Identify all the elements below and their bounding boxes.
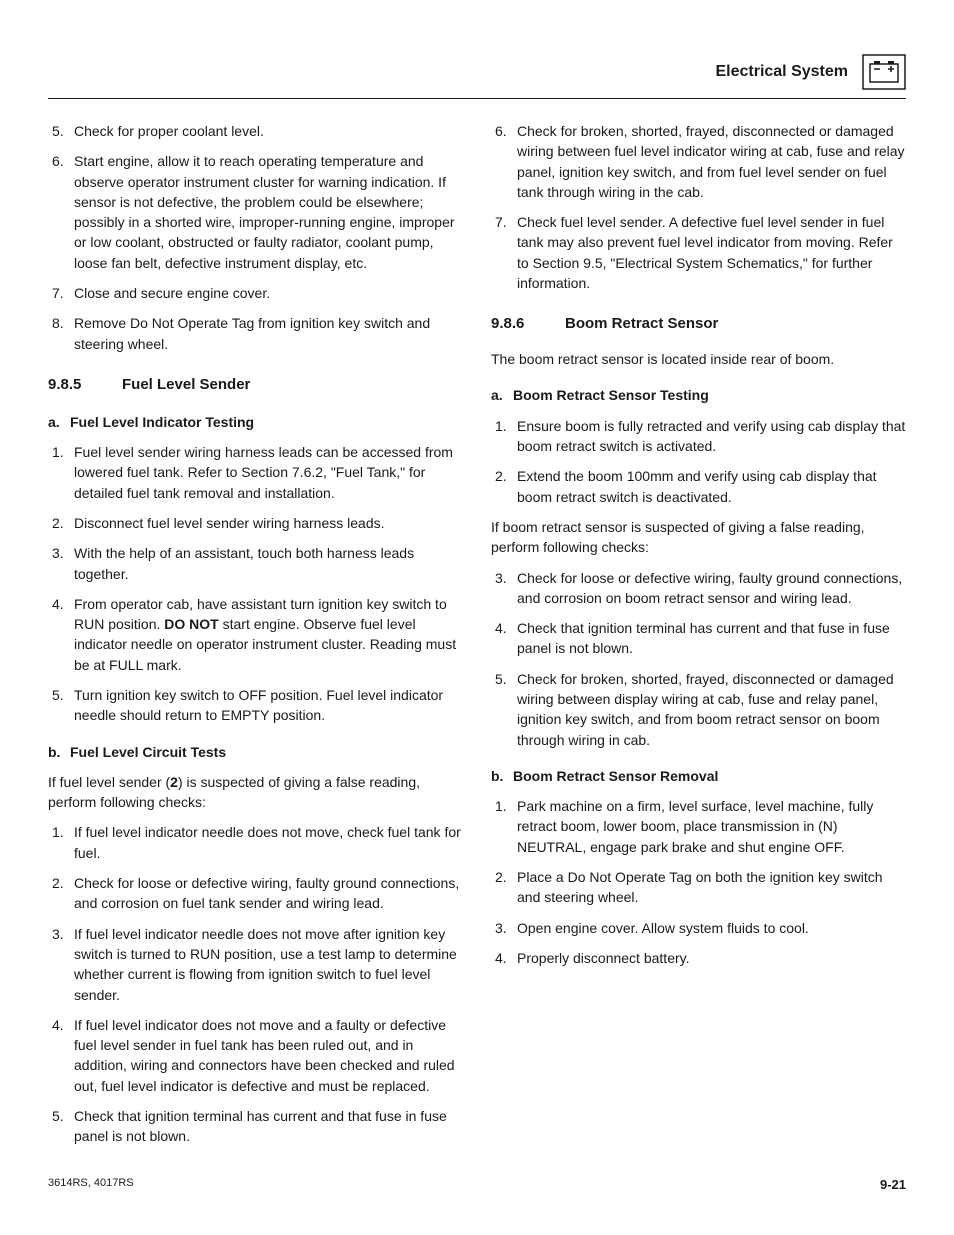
section-985-heading: 9.8.5 Fuel Level Sender [48, 374, 463, 396]
list-986b: Park machine on a firm, level surface, l… [491, 796, 906, 968]
intro-986: The boom retract sensor is located insid… [491, 349, 906, 369]
list-985a: Fuel level sender wiring harness leads c… [48, 442, 463, 726]
list-item: Place a Do Not Operate Tag on both the i… [491, 867, 906, 908]
list-item: Fuel level sender wiring harness leads c… [48, 442, 463, 503]
list-item: Close and secure engine cover. [48, 283, 463, 303]
sub-letter: b. [491, 766, 513, 786]
left-list-1: Check for proper coolant level. Start en… [48, 121, 463, 354]
section-title: Fuel Level Sender [122, 374, 250, 396]
list-item: Ensure boom is fully retracted and verif… [491, 416, 906, 457]
bold-text: 2 [170, 774, 178, 790]
intro-985b: If fuel level sender (2) is suspected of… [48, 772, 463, 813]
list-item: Check for loose or defective wiring, fau… [48, 873, 463, 914]
section-number: 9.8.5 [48, 374, 122, 396]
list-986a-1: Ensure boom is fully retracted and verif… [491, 416, 906, 507]
list-item: Disconnect fuel level sender wiring harn… [48, 513, 463, 533]
page-header: Electrical System [48, 54, 906, 99]
footer-left: 3614RS, 4017RS [48, 1176, 134, 1195]
list-item: Check that ignition terminal has current… [491, 618, 906, 659]
list-item: Turn ignition key switch to OFF position… [48, 685, 463, 726]
sub-title: Fuel Level Indicator Testing [70, 412, 254, 432]
list-item: Check for loose or defective wiring, fau… [491, 568, 906, 609]
list-item: Check for broken, shorted, frayed, disco… [491, 669, 906, 750]
right-column: Check for broken, shorted, frayed, disco… [491, 121, 906, 1157]
sub-title: Fuel Level Circuit Tests [70, 742, 226, 762]
list-item: Check that ignition terminal has current… [48, 1106, 463, 1147]
right-list-1: Check for broken, shorted, frayed, disco… [491, 121, 906, 293]
sub-letter: a. [48, 412, 70, 432]
list-item: Check for proper coolant level. [48, 121, 463, 141]
list-986a-2: Check for loose or defective wiring, fau… [491, 568, 906, 750]
sub-title: Boom Retract Sensor Testing [513, 385, 709, 405]
section-number: 9.8.6 [491, 313, 565, 335]
sub-title: Boom Retract Sensor Removal [513, 766, 718, 786]
text: If fuel level sender ( [48, 774, 170, 790]
battery-icon [862, 54, 906, 90]
list-item: Start engine, allow it to reach operatin… [48, 151, 463, 273]
left-column: Check for proper coolant level. Start en… [48, 121, 463, 1157]
list-item: Open engine cover. Allow system fluids t… [491, 918, 906, 938]
header-title: Electrical System [715, 60, 848, 83]
list-item: If fuel level indicator needle does not … [48, 924, 463, 1005]
page-footer: 3614RS, 4017RS 9-21 [48, 1176, 906, 1195]
list-item: Remove Do Not Operate Tag from ignition … [48, 313, 463, 354]
list-item: From operator cab, have assistant turn i… [48, 594, 463, 675]
list-item: If fuel level indicator needle does not … [48, 822, 463, 863]
list-item: Extend the boom 100mm and verify using c… [491, 466, 906, 507]
list-item: If fuel level indicator does not move an… [48, 1015, 463, 1096]
list-item: With the help of an assistant, touch bot… [48, 543, 463, 584]
sub-letter: a. [491, 385, 513, 405]
mid-986a: If boom retract sensor is suspected of g… [491, 517, 906, 558]
list-item: Properly disconnect battery. [491, 948, 906, 968]
list-item: Park machine on a firm, level surface, l… [491, 796, 906, 857]
content-columns: Check for proper coolant level. Start en… [48, 121, 906, 1157]
section-title: Boom Retract Sensor [565, 313, 718, 335]
list-985b: If fuel level indicator needle does not … [48, 822, 463, 1146]
section-986-heading: 9.8.6 Boom Retract Sensor [491, 313, 906, 335]
sub-letter: b. [48, 742, 70, 762]
list-item: Check fuel level sender. A defective fue… [491, 212, 906, 293]
sub-986a-heading: a. Boom Retract Sensor Testing [491, 385, 906, 405]
footer-page-number: 9-21 [880, 1176, 906, 1195]
sub-986b-heading: b. Boom Retract Sensor Removal [491, 766, 906, 786]
sub-985b-heading: b. Fuel Level Circuit Tests [48, 742, 463, 762]
list-item: Check for broken, shorted, frayed, disco… [491, 121, 906, 202]
sub-985a-heading: a. Fuel Level Indicator Testing [48, 412, 463, 432]
bold-text: DO NOT [164, 616, 218, 632]
